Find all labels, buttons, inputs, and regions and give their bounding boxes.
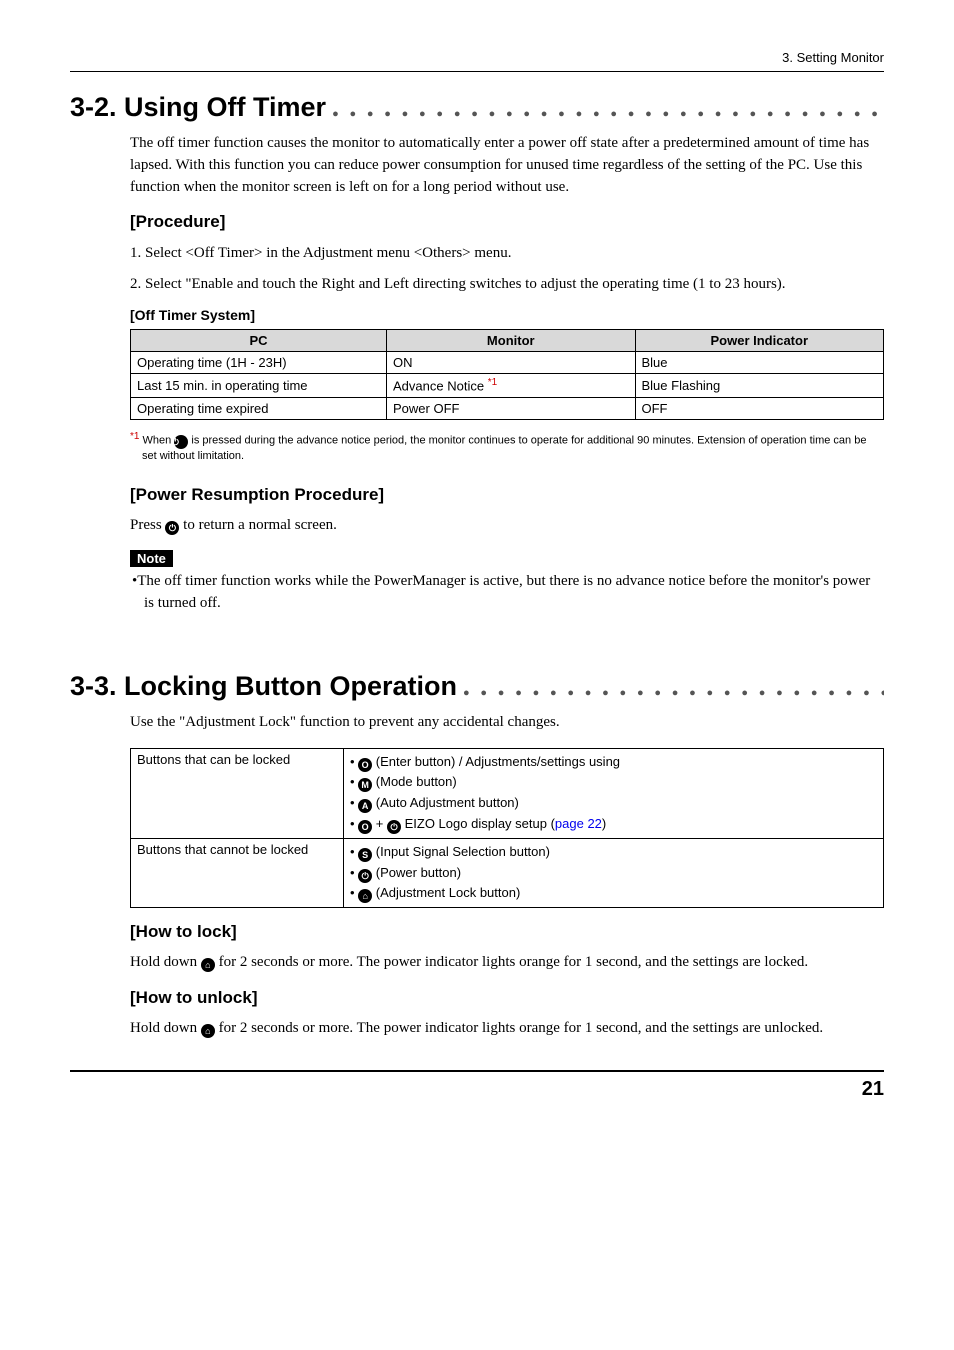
mode-icon: M (358, 778, 372, 792)
table-cell: Last 15 min. in operating time (131, 374, 387, 397)
table-row: Last 15 min. in operating time Advance N… (131, 374, 884, 397)
table-cell: OFF (635, 397, 884, 419)
header-rule (70, 71, 884, 72)
off-timer-system-heading: [Off Timer System] (130, 307, 884, 323)
table-row: Operating time (1H - 23H) ON Blue (131, 352, 884, 374)
table-header-power: Power Indicator (635, 330, 884, 352)
power-resume-heading: [Power Resumption Procedure] (130, 485, 884, 505)
section-32-intro: The off timer function causes the monito… (130, 133, 884, 198)
table-cell: Power OFF (387, 397, 635, 419)
power-icon: ⏻ (358, 869, 372, 883)
procedure-step-1: 1. Select <Off Timer> in the Adjustment … (130, 242, 884, 265)
footnote-text: When (139, 434, 174, 446)
lock-row-label: Buttons that can be locked (131, 748, 344, 838)
section-33-heading-row: 3-3. Locking Button Operation ● ● ● ● ● … (70, 671, 884, 704)
table-cell: Operating time (1H - 23H) (131, 352, 387, 374)
note-text: •The off timer function works while the … (130, 571, 884, 615)
footnote-ref: *1 (488, 377, 497, 388)
heading-dots: ● ● ● ● ● ● ● ● ● ● ● ● ● ● ● ● ● ● ● ● … (332, 108, 884, 125)
footnote-1: *1 When ⏻ is pressed during the advance … (130, 430, 884, 465)
section-33-intro: Use the "Adjustment Lock" function to pr… (130, 712, 884, 734)
lock-icon: ⌂ (358, 889, 372, 903)
signal-icon: S (358, 848, 372, 862)
lock-row-label: Buttons that cannot be locked (131, 838, 344, 907)
how-to-lock-heading: [How to lock] (130, 922, 884, 942)
table-cell: Advance Notice *1 (387, 374, 635, 397)
page-link[interactable]: page 22 (555, 816, 602, 831)
footnote-text-cont: is pressed during the advance notice per… (142, 434, 866, 462)
lock-table: Buttons that can be locked • O (Enter bu… (130, 748, 884, 909)
lock-row-items: • S (Input Signal Selection button) • ⏻ … (344, 838, 884, 907)
table-row: Buttons that cannot be locked • S (Input… (131, 838, 884, 907)
heading-dots: ● ● ● ● ● ● ● ● ● ● ● ● ● ● ● ● ● ● ● ● … (463, 687, 884, 704)
table-cell: ON (387, 352, 635, 374)
procedure-heading: [Procedure] (130, 212, 884, 232)
note-badge: Note (130, 550, 173, 567)
how-to-lock-text: Hold down ⌂ for 2 seconds or more. The p… (130, 952, 884, 974)
how-to-unlock-heading: [How to unlock] (130, 988, 884, 1008)
table-cell: Blue Flashing (635, 374, 884, 397)
power-icon: ⏻ (174, 435, 188, 449)
chapter-label: 3. Setting Monitor (70, 50, 884, 65)
section-33-title: 3-3. Locking Button Operation (70, 671, 457, 704)
off-timer-table: PC Monitor Power Indicator Operating tim… (130, 329, 884, 419)
section-32-title: 3-2. Using Off Timer (70, 92, 326, 125)
table-cell: Operating time expired (131, 397, 387, 419)
button-icon: O (358, 820, 372, 834)
table-row: Buttons that can be locked • O (Enter bu… (131, 748, 884, 838)
how-to-unlock-text: Hold down ⌂ for 2 seconds or more. The p… (130, 1018, 884, 1040)
table-row: Operating time expired Power OFF OFF (131, 397, 884, 419)
lock-row-items: • O (Enter button) / Adjustments/setting… (344, 748, 884, 838)
auto-icon: A (358, 799, 372, 813)
page-number: 21 (70, 1070, 884, 1101)
power-resume-text: Press ⏻ to return a normal screen. (130, 515, 884, 537)
enter-icon: O (358, 758, 372, 772)
table-header-pc: PC (131, 330, 387, 352)
lock-icon: ⌂ (201, 1024, 215, 1038)
lock-icon: ⌂ (201, 958, 215, 972)
table-header-row: PC Monitor Power Indicator (131, 330, 884, 352)
power-icon: ⏻ (165, 521, 179, 535)
button-icon: ⏻ (387, 820, 401, 834)
table-header-monitor: Monitor (387, 330, 635, 352)
table-cell: Blue (635, 352, 884, 374)
section-32-heading-row: 3-2. Using Off Timer ● ● ● ● ● ● ● ● ● ●… (70, 92, 884, 125)
procedure-step-2: 2. Select "Enable and touch the Right an… (130, 273, 884, 296)
